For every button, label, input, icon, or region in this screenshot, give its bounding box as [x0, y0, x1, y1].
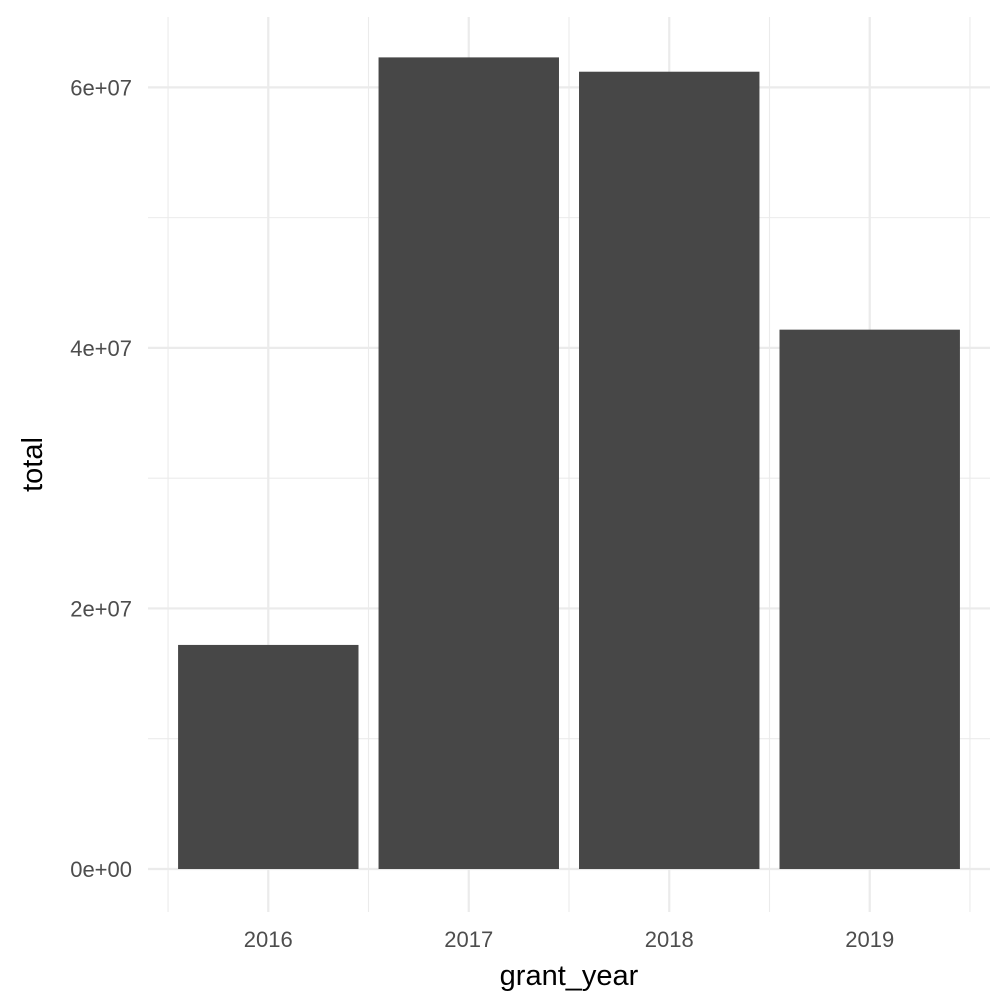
x-tick-label: 2016 — [244, 927, 293, 952]
y-tick-label: 2e+07 — [70, 596, 132, 621]
bar-2016 — [178, 644, 359, 870]
y-tick-label: 4e+07 — [70, 336, 132, 361]
x-tick-label: 2019 — [845, 927, 894, 952]
bar-2018 — [579, 71, 760, 870]
y-tick-label: 6e+07 — [70, 75, 132, 100]
y-axis-tick-labels: 0e+00 2e+07 4e+07 6e+07 — [70, 75, 132, 882]
x-tick-label: 2018 — [645, 927, 694, 952]
bar-2019 — [779, 329, 960, 870]
y-axis-title: total — [17, 437, 49, 492]
bars — [178, 57, 960, 870]
y-tick-label: 0e+00 — [70, 857, 132, 882]
x-tick-label: 2017 — [444, 927, 493, 952]
x-axis-tick-labels: 2016 2017 2018 2019 — [244, 927, 894, 952]
bar-2017 — [378, 57, 559, 870]
x-axis-title: grant_year — [500, 960, 639, 992]
